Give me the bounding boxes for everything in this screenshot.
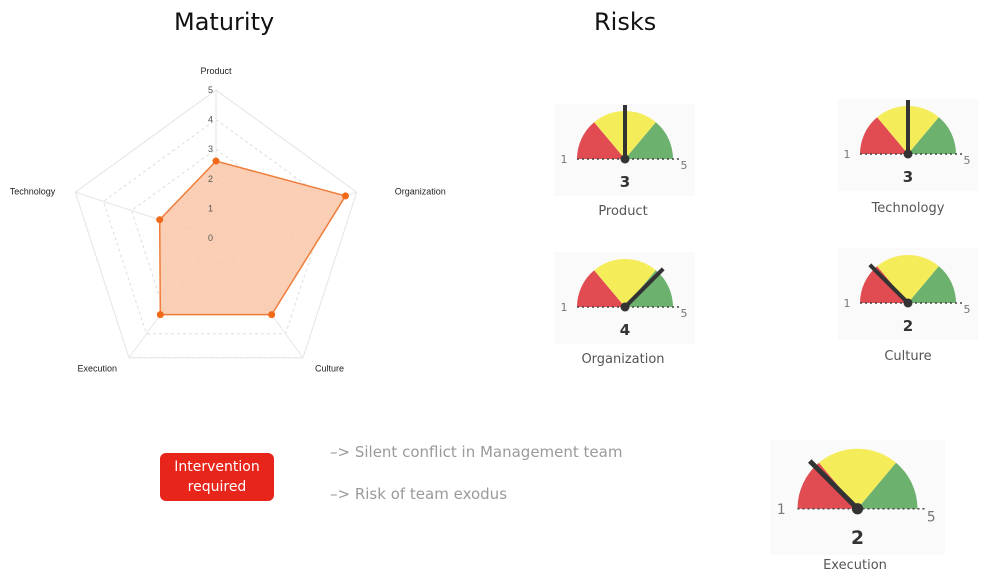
gauge-needle [808, 459, 860, 511]
gauge-needle [623, 267, 665, 309]
gauge-value: 3 [903, 168, 913, 186]
radar-axis-label-culture: Culture [315, 364, 344, 374]
alert-line-2: required [187, 479, 247, 495]
gauge-min-label: 1 [561, 153, 568, 166]
radar-tick-label: 0 [208, 233, 213, 243]
gauge-label-culture: Culture [884, 349, 932, 364]
gauge-min-label: 1 [844, 148, 851, 161]
gauge-execution: 1 5 2 [770, 440, 945, 555]
gauge-label-execution: Execution [823, 558, 887, 573]
gauge-max-label: 5 [964, 303, 971, 316]
gauge-product: 1 5 3 [555, 104, 695, 196]
gauge-max-label: 5 [927, 509, 936, 525]
gauge-red-zone [577, 270, 625, 307]
gauge-value: 3 [620, 173, 630, 191]
gauge-hub [903, 149, 913, 159]
gauge-organization: 1 5 4 [555, 252, 695, 344]
gauge-label-organization: Organization [581, 352, 665, 367]
maturity-title: Maturity [174, 8, 275, 36]
radar-tick-label: 2 [208, 174, 213, 184]
gauge-culture: 1 5 2 [838, 248, 978, 340]
gauge-hub [620, 154, 630, 164]
gauge-red-zone [577, 122, 625, 159]
radar-axis-label-product: Product [200, 66, 232, 76]
gauge-max-label: 5 [681, 307, 688, 320]
maturity-radar-chart: 0 1 2 3 4 5 Product Organization Culture Executio… [10, 66, 446, 374]
gauge-green-zone [908, 117, 956, 154]
gauge-green-zone [908, 266, 956, 303]
gauge-max-label: 5 [964, 154, 971, 167]
gauge-technology: 1 5 3 [838, 99, 978, 191]
gauge-hub [851, 503, 864, 515]
gauge-hub [620, 302, 630, 312]
radar-tick-label: 5 [208, 85, 213, 95]
gauge-green-zone [857, 462, 918, 509]
radar-tick-label: 3 [208, 144, 213, 154]
gauge-hub [903, 298, 913, 308]
gauge-needle [868, 263, 910, 305]
gauge-green-zone [625, 122, 673, 159]
radar-axis-label-technology: Technology [10, 186, 56, 196]
note-exodus: –> Risk of team exodus [330, 485, 508, 503]
gauge-red-zone [860, 117, 908, 154]
radar-point-organization [341, 192, 349, 200]
radar-tick-label: 4 [208, 115, 213, 125]
radar-tick-label: 1 [208, 203, 213, 213]
radar-point-culture [268, 311, 276, 319]
gauge-yellow-zone [818, 448, 897, 509]
gauge-min-label: 1 [561, 301, 568, 314]
note-conflict: –> Silent conflict in Management team [330, 443, 623, 461]
gauge-yellow-zone [877, 255, 939, 303]
gauge-label-product: Product [598, 204, 648, 219]
gauge-yellow-zone [594, 259, 656, 307]
gauge-max-label: 5 [681, 159, 688, 172]
gauge-min-label: 1 [777, 502, 786, 518]
radar-outer-ring [74, 89, 358, 359]
radar-axis-label-organization: Organization [395, 186, 446, 196]
gauge-value: 4 [620, 321, 630, 339]
radar-axis-label-execution: Execution [77, 364, 117, 374]
intervention-required-badge: Intervention required [160, 453, 274, 501]
radar-series-area [158, 160, 347, 316]
gauge-value: 2 [851, 528, 864, 549]
gauge-min-label: 1 [844, 297, 851, 310]
radar-point-execution [156, 311, 164, 319]
radar-point-product [212, 157, 220, 165]
alert-line-1: Intervention [174, 459, 260, 475]
radar-point-technology [156, 216, 164, 224]
gauge-value: 2 [903, 317, 913, 335]
risks-title: Risks [594, 8, 657, 36]
gauge-label-technology: Technology [871, 201, 945, 216]
